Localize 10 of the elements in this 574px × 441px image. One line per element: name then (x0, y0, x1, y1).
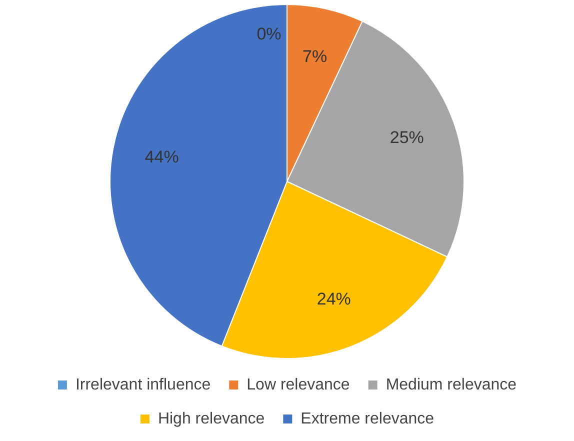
data-label: 24% (316, 290, 351, 309)
legend-label: Extreme relevance (300, 410, 434, 428)
text: 0% (256, 24, 282, 44)
legend-label: Irrelevant influence (75, 376, 211, 394)
legend-label: High relevance (158, 410, 265, 428)
data-label: 25% (390, 128, 424, 148)
legend-label: Low relevance (246, 376, 350, 394)
data-label: 44% (144, 147, 179, 166)
data-label: 7% (302, 46, 328, 66)
legend-label: Medium relevance (386, 376, 517, 394)
